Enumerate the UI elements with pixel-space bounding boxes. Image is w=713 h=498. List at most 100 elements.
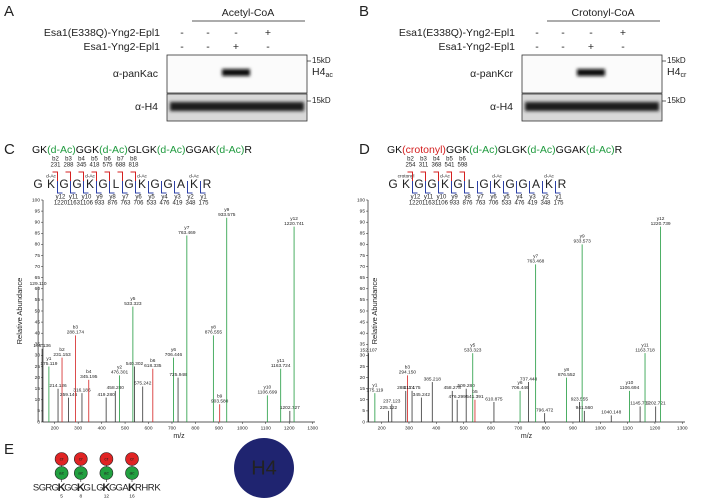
y-ion-name: y2 <box>542 195 549 201</box>
peak-label: 1220.741 <box>284 221 304 227</box>
y-ion-name: y11 <box>69 195 79 201</box>
y-ion-mz: 533 <box>146 201 157 207</box>
marker-text: H4 <box>667 66 681 78</box>
peak-label: 509.280 <box>458 383 476 389</box>
residue: R <box>135 483 142 494</box>
y-tick-label: 75 <box>35 253 41 259</box>
marker-label: H4ac <box>312 66 333 79</box>
y-ion-mz: 348 <box>185 201 196 207</box>
sign: - <box>561 41 565 53</box>
y-ion-mz: 933 <box>449 201 460 207</box>
y-tick-label: 40 <box>360 330 366 336</box>
x-tick-label: 600 <box>487 425 495 431</box>
protein-circle <box>234 438 294 498</box>
peak-label: 419.280 <box>97 392 115 398</box>
title-part: GLGK <box>128 144 157 156</box>
peak-label: 231.153 <box>53 352 71 358</box>
y-bracket <box>425 181 431 194</box>
title-part: GGAK <box>556 144 586 156</box>
y-bracket <box>57 181 63 194</box>
mod-label: cr <box>79 456 83 462</box>
b-ion-mz: 541 <box>444 163 455 169</box>
sign: - <box>621 41 625 53</box>
marker-label: H4cr <box>667 66 687 79</box>
peak-label: 941.560 <box>576 405 594 411</box>
b-ion-name: b6 <box>104 157 111 163</box>
peak-label: 1106.699 <box>258 390 278 396</box>
x-tick-label: 900 <box>215 425 223 431</box>
residue: G <box>116 483 123 494</box>
residue: G <box>109 483 116 494</box>
peak-label: 152.107 <box>360 347 378 353</box>
peak-label: 175.119 <box>366 387 383 393</box>
y-tick-label: 75 <box>360 253 366 259</box>
marker-sub: cr <box>680 72 687 79</box>
ion-label: y8 <box>211 325 216 331</box>
y-ion-mz: 175 <box>198 201 209 207</box>
residue: G <box>59 177 68 191</box>
mod-label: d-Ac <box>544 173 554 179</box>
y-tick-label: 25 <box>35 364 41 370</box>
y-ion-mz: 419 <box>527 201 538 207</box>
b-ion-name: b6 <box>459 157 466 163</box>
b-ion-mz: 254 <box>405 163 416 169</box>
ion-label: y11 <box>277 358 285 364</box>
y-tick-label: 0 <box>37 419 40 425</box>
y-bracket <box>122 181 128 194</box>
column-header: Crotonyl-CoA <box>571 7 634 19</box>
mod-circle <box>99 452 114 466</box>
peak-label: 876.552 <box>558 372 576 378</box>
ion-label: b3 <box>405 365 411 371</box>
peak-label: 533.323 <box>464 347 482 353</box>
ion-label: y9 <box>224 207 229 213</box>
y-tick-label: 10 <box>360 397 366 403</box>
y-ion-mz: 763 <box>475 201 486 207</box>
x-tick-label: 200 <box>378 425 386 431</box>
sign: - <box>535 27 539 39</box>
y-tick-label: 25 <box>360 364 366 370</box>
title-part: GGAK <box>185 144 215 156</box>
peak-label: 796.472 <box>536 407 554 413</box>
peak-label: 923.555 <box>571 396 589 402</box>
peptide-title: GK(d-Ac)GGK(d-Ac)GLGK(d-Ac)GGAK(d-Ac)R <box>32 144 252 156</box>
residue: A <box>532 177 540 191</box>
peak-label: 540.302 <box>126 361 144 367</box>
residue: G <box>64 483 71 494</box>
y-tick-label: 55 <box>35 297 41 303</box>
mod-circle <box>99 466 114 480</box>
mod-label: ac <box>78 471 84 476</box>
band <box>577 69 605 76</box>
residue: A <box>122 483 129 494</box>
residue: K <box>86 177 94 191</box>
ion-label: y7 <box>184 225 189 231</box>
peptide-title: GK(crotonyl)GGK(d-Ac)GLGK(d-Ac)GGAK(d-Ac… <box>387 144 623 156</box>
y-bracket <box>96 181 102 194</box>
x-tick-label: 1200 <box>284 425 295 431</box>
sign: + <box>233 41 239 53</box>
peak-label: 129.110 <box>30 281 47 287</box>
y-ion-name: y8 <box>464 195 471 201</box>
residue: G <box>124 177 133 191</box>
x-tick-label: 400 <box>432 425 440 431</box>
b-ion-name: b3 <box>65 157 72 163</box>
sign: - <box>206 41 210 53</box>
mod-label: d-Ac <box>137 173 147 179</box>
y-tick-label: 50 <box>35 308 41 314</box>
y-bracket <box>516 181 522 194</box>
x-tick-label: 1000 <box>595 425 606 431</box>
title-part: (crotonyl) <box>402 144 446 156</box>
ion-label: b4 <box>86 369 92 375</box>
row-name: Esa1(E338Q)-Yng2-Epl1 <box>44 27 160 39</box>
y-ion-mz: 533 <box>501 201 512 207</box>
peak-label: 876.555 <box>205 330 223 336</box>
y-bracket <box>542 181 548 194</box>
peak-label: 385.218 <box>424 376 442 382</box>
residue: L <box>468 177 475 191</box>
y-ion-name: y10 <box>82 195 92 201</box>
b-ion-name: b2 <box>52 157 59 163</box>
mod-circle <box>74 452 88 466</box>
y-ion-mz: 876 <box>462 201 473 207</box>
peak-label: 541.391 <box>466 394 484 400</box>
ion-label: b6 <box>150 358 156 364</box>
